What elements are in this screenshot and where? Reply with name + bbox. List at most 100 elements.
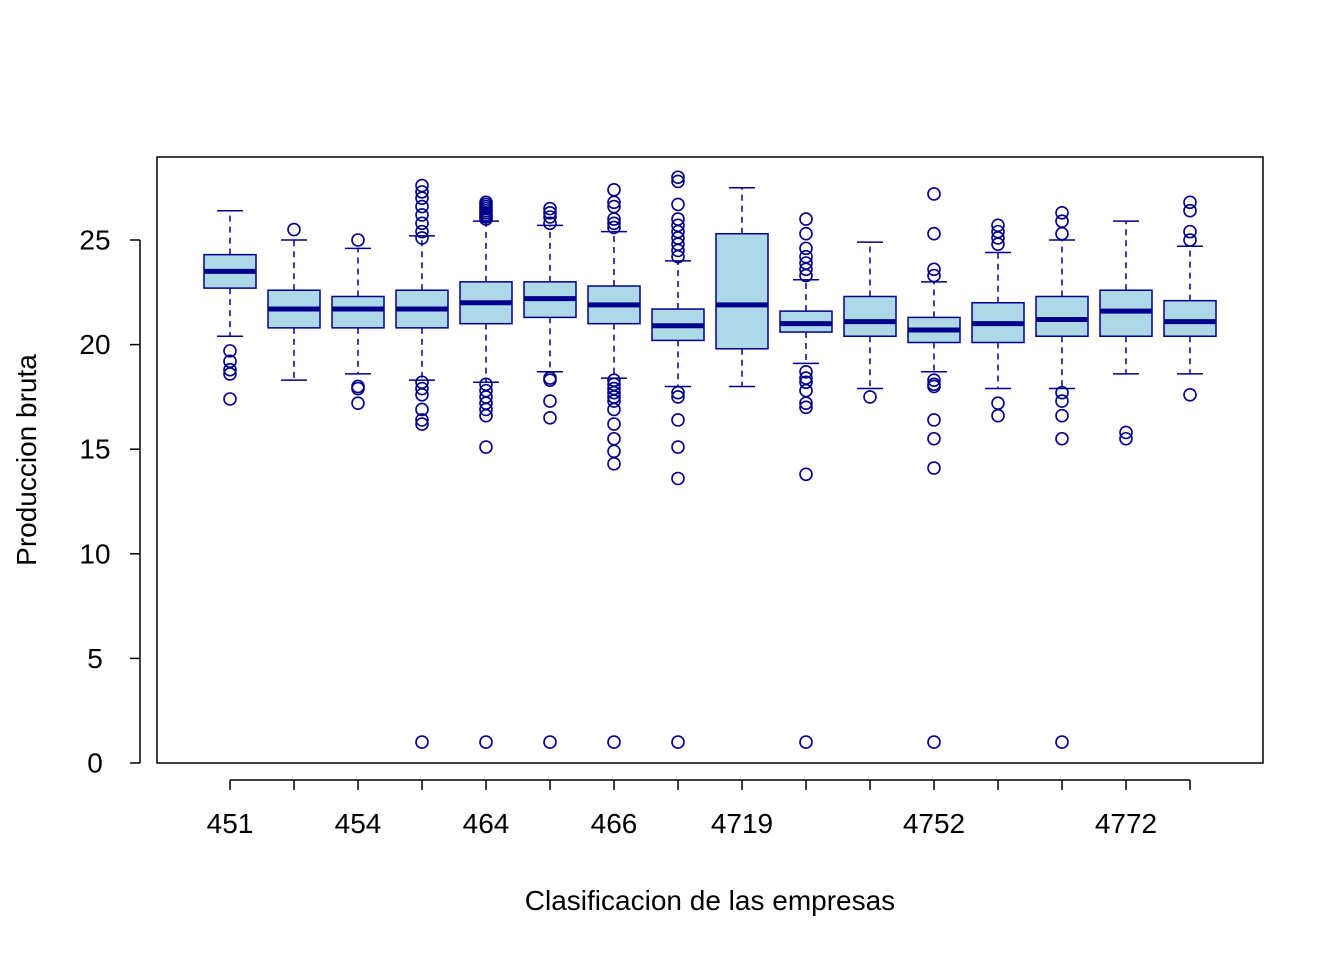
y-tick-label: 20 <box>79 329 110 360</box>
outlier-point <box>991 237 1005 251</box>
outlier-point <box>543 210 557 224</box>
outlier-point <box>415 191 429 205</box>
outlier-point <box>543 216 557 231</box>
outlier-point <box>799 396 813 410</box>
y-tick-label: 5 <box>87 643 103 674</box>
outlier-point <box>415 417 429 431</box>
outlier-point <box>415 199 429 214</box>
outlier-point <box>991 408 1005 423</box>
outlier-point <box>991 231 1005 245</box>
iqr-box <box>843 295 897 337</box>
outlier-point <box>799 241 813 256</box>
outlier-point <box>1055 206 1069 220</box>
outlier-point <box>287 222 301 237</box>
outlier-point <box>1055 408 1069 423</box>
outlier-point <box>1055 385 1069 400</box>
outlier-point <box>543 411 557 425</box>
outlier-point <box>543 201 557 216</box>
outlier-point <box>671 243 685 258</box>
iqr-box <box>715 232 769 350</box>
outlier-point <box>927 379 941 394</box>
outlier-point <box>415 185 429 199</box>
box-group <box>843 241 897 404</box>
outlier-point <box>927 262 941 277</box>
outlier-point <box>223 392 237 406</box>
outlier-point <box>799 375 813 390</box>
outlier-point <box>479 408 493 423</box>
outlier-point <box>351 233 365 247</box>
outlier-point <box>351 396 365 410</box>
outlier-point <box>799 467 813 482</box>
x-tick-label: 466 <box>591 808 638 839</box>
outlier-point <box>607 431 621 446</box>
box-group <box>1163 195 1217 402</box>
x-axis-title: Clasificacion de las empresas <box>525 885 895 916</box>
outlier-point <box>671 170 685 185</box>
outlier-point <box>1183 224 1197 239</box>
outlier-point <box>223 362 237 377</box>
box-group <box>907 187 961 749</box>
outlier-point <box>607 457 621 471</box>
outlier-point <box>1183 195 1197 210</box>
outlier-point <box>415 224 429 239</box>
outlier-point <box>671 735 685 749</box>
box-group <box>779 212 833 749</box>
outlier-point <box>1055 214 1069 228</box>
boxes-layer <box>203 170 1217 749</box>
outlier-point <box>863 390 877 404</box>
outlier-point <box>479 402 493 417</box>
outlier-point <box>415 413 429 427</box>
outlier-point <box>1055 431 1069 446</box>
iqr-box <box>331 295 385 329</box>
outlier-point <box>799 268 813 283</box>
outlier-point <box>927 268 941 283</box>
box-group <box>971 218 1025 423</box>
x-axis: 451 454 464 466 4719 4752 4772 <box>207 779 1191 839</box>
outlier-point <box>415 735 429 749</box>
outlier-point <box>1183 233 1197 247</box>
outlier-point <box>223 344 237 358</box>
outlier-point <box>671 385 685 400</box>
outlier-point <box>543 735 557 749</box>
outlier-point <box>543 394 557 408</box>
outlier-point <box>671 440 685 454</box>
box-group <box>459 195 513 749</box>
outlier-point <box>671 249 685 264</box>
box-group <box>587 182 641 749</box>
box-group <box>331 233 385 410</box>
x-tick-label: 4719 <box>711 808 773 839</box>
outlier-point <box>799 383 813 398</box>
outlier-point <box>1183 388 1197 402</box>
outlier-point <box>1055 394 1069 408</box>
outlier-point <box>799 735 813 749</box>
outlier-point <box>607 417 621 431</box>
outlier-point <box>799 400 813 415</box>
outlier-point <box>415 402 429 417</box>
iqr-box <box>1163 299 1217 337</box>
outlier-point <box>223 367 237 381</box>
box-group <box>715 186 769 388</box>
outlier-point <box>671 197 685 212</box>
y-tick-label: 15 <box>79 434 110 465</box>
x-tick-label: 464 <box>463 808 510 839</box>
outlier-point <box>1183 203 1197 218</box>
iqr-box <box>1035 295 1089 337</box>
x-tick-label: 4752 <box>903 808 965 839</box>
outlier-point <box>799 212 813 226</box>
outlier-point <box>799 262 813 277</box>
outlier-point <box>607 444 621 459</box>
outlier-point <box>543 373 557 387</box>
outlier-point <box>927 226 941 241</box>
outlier-point <box>415 208 429 222</box>
outlier-point <box>1119 425 1133 440</box>
outlier-point <box>927 187 941 201</box>
outlier-point <box>1055 226 1069 241</box>
outlier-point <box>927 431 941 446</box>
y-axis: 0 5 10 15 20 25 <box>79 225 141 779</box>
box-group <box>1035 206 1089 749</box>
outlier-point <box>351 381 365 396</box>
outlier-point <box>799 226 813 241</box>
outlier-point <box>671 174 685 189</box>
outlier-point <box>415 231 429 245</box>
y-tick-label: 25 <box>79 225 110 256</box>
